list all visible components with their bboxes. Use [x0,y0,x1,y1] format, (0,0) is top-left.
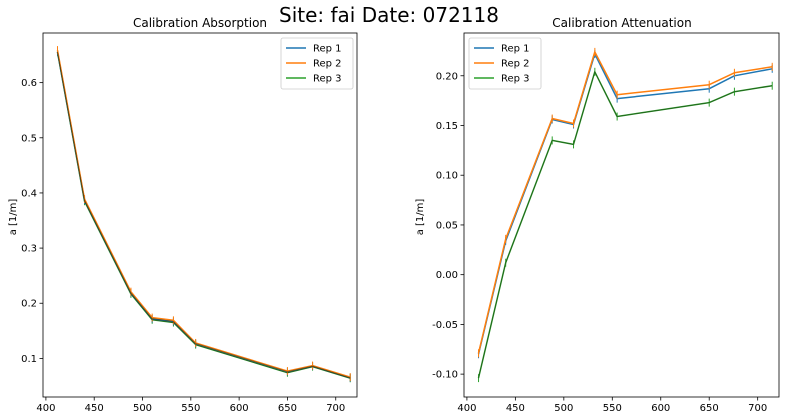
series-line-rep-2 [56,49,351,378]
x-tick-label: 650 [700,403,719,414]
y-tick-label: 0.6 [21,78,37,89]
series-line-rep-1 [477,53,773,355]
series-line-rep-1 [56,51,351,379]
legend-box [468,37,542,90]
y-tick-label: -0.10 [432,370,458,381]
y-tick-label: 0.3 [21,244,37,255]
x-tick-label: 550 [181,403,200,414]
x-tick-label: 500 [554,403,573,414]
x-tick-label: 600 [230,403,249,414]
series-overlay [478,70,773,379]
series-overlay [57,51,351,379]
legend: Rep 1 Rep 2 Rep 3 [280,37,354,90]
panel-calibration-absorption: Calibration Absorption a [1/m] 400 450 500… [8,16,358,414]
x-tick-label: 400 [36,403,55,414]
y-tick-label: -0.05 [432,320,458,331]
legend-label: Rep 3 [313,74,342,85]
x-tick-label: 550 [603,403,622,414]
y-tick-label: 0.20 [436,71,458,82]
legend-box [280,37,354,90]
panel-calibration-attenuation: Calibration Attenuation a [1/m] 400 450 50… [415,16,780,414]
y-tick-label: 0.5 [21,133,37,144]
x-tick-label: 650 [278,403,297,414]
y-axis-label: a [1/m] [8,199,19,236]
legend-label: Rep 2 [313,59,342,70]
series-overlay [57,52,351,379]
y-axis-label: a [1/m] [415,199,426,236]
legend-label: Rep 2 [501,59,530,70]
y-tick-label: 0.4 [21,188,37,199]
legend-label: Rep 3 [501,74,530,85]
plot-frame [42,32,358,398]
series-line-rep-3 [56,52,351,379]
x-tick-label: 450 [85,403,104,414]
panel-title: Calibration Absorption [133,16,267,30]
legend-label: Rep 1 [313,44,342,55]
panel-title: Calibration Attenuation [552,16,691,30]
x-tick-label: 700 [748,403,767,414]
y-tick-label: 0.1 [21,354,37,365]
x-tick-label: 500 [133,403,152,414]
y-tick-label: 0.15 [436,121,458,132]
plot-frame [463,32,780,398]
x-tick-label: 600 [651,403,670,414]
y-tick-label: 0.00 [436,270,458,281]
series-line-rep-3 [477,71,773,379]
y-tick-label: 0.10 [436,171,458,182]
x-tick-label: 400 [457,403,476,414]
legend: Rep 1 Rep 2 Rep 3 [468,37,542,90]
x-tick-label: 450 [506,403,525,414]
x-tick-label: 700 [326,403,345,414]
y-tick-label: 0.05 [436,220,458,231]
y-tick-label: 0.2 [21,299,37,310]
figure-suptitle: Site: fai Date: 072118 [279,3,499,27]
legend-label: Rep 1 [501,44,530,55]
